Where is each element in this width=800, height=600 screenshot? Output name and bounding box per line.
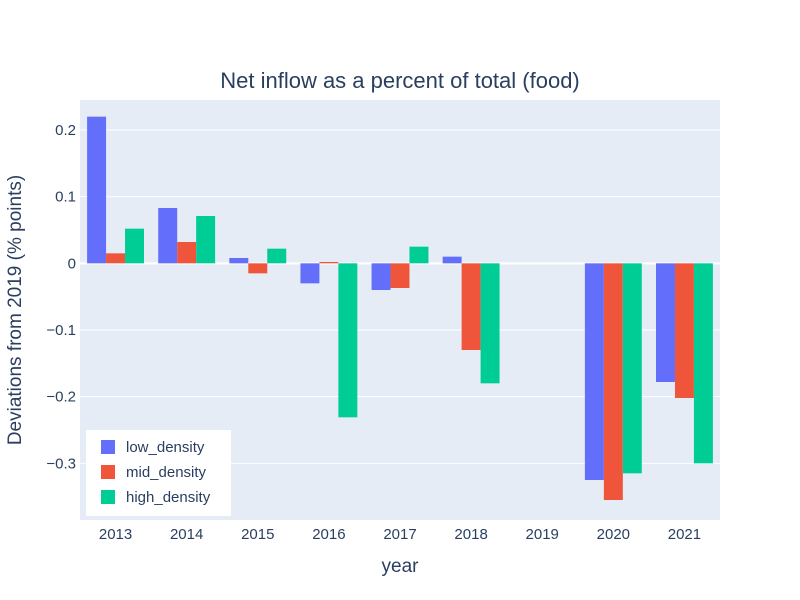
- bar-high_density-2017: [409, 246, 429, 264]
- bar-high_density-2018: [480, 263, 500, 384]
- bar-low_density-2020: [584, 263, 604, 480]
- bar-mid_density-2017: [390, 263, 410, 288]
- x-tick-label: 2015: [241, 526, 274, 543]
- x-tick-label: 2019: [526, 526, 559, 543]
- y-tick-label: 0.2: [55, 122, 76, 139]
- bar-low_density-2014: [158, 208, 178, 264]
- bar-low_density-2013: [87, 116, 107, 264]
- bars: [87, 116, 713, 500]
- y-tick-label: −0.1: [46, 322, 76, 339]
- bar-mid_density-2018: [461, 263, 481, 350]
- x-tick-label: 2021: [668, 526, 701, 543]
- x-axis-title: year: [382, 556, 420, 577]
- bar-low_density-2015: [229, 258, 249, 264]
- y-tick-label: 0: [68, 255, 76, 272]
- legend-label-low_density: low_density: [126, 439, 205, 456]
- y-tick-label: −0.3: [46, 455, 76, 472]
- legend-swatch-mid_density: [101, 465, 115, 479]
- x-tick-label: 2017: [383, 526, 416, 543]
- x-tick-label: 2018: [454, 526, 487, 543]
- chart-title: Net inflow as a percent of total (food): [220, 68, 580, 93]
- bar-mid_density-2016: [319, 262, 339, 264]
- bar-high_density-2021: [693, 263, 713, 464]
- bar-low_density-2016: [300, 263, 320, 284]
- bar-high_density-2013: [125, 228, 144, 264]
- bar-mid_density-2015: [248, 263, 268, 274]
- bar-mid_density-2020: [603, 263, 623, 500]
- bar-high_density-2014: [196, 216, 216, 264]
- x-tick-label: 2013: [99, 526, 132, 543]
- x-tick-label: 2020: [597, 526, 630, 543]
- bar-mid_density-2021: [674, 263, 694, 398]
- legend-swatch-high_density: [101, 490, 115, 504]
- bar-high_density-2016: [338, 263, 358, 418]
- bar-high_density-2020: [622, 263, 642, 474]
- y-tick-label: 0.1: [55, 189, 76, 206]
- y-tick-labels: 0.2 0.1 0 −0.1 −0.2 −0.3: [46, 122, 76, 472]
- bar-mid_density-2014: [177, 242, 197, 264]
- legend-label-mid_density: mid_density: [126, 464, 207, 481]
- x-tick-label: 2014: [170, 526, 203, 543]
- x-tick-labels: 2013 2014 2015 2016 2017 2018 2019 2020 2021: [99, 526, 701, 543]
- legend-swatch-low_density: [101, 440, 115, 454]
- bar-low_density-2021: [656, 263, 675, 382]
- bar-low_density-2018: [442, 256, 462, 264]
- legend-label-high_density: high_density: [126, 489, 211, 506]
- bar-mid_density-2013: [106, 253, 126, 264]
- bar-low_density-2017: [371, 263, 391, 290]
- legend: low_density mid_density high_density: [86, 430, 231, 516]
- y-axis-title: Deviations from 2019 (% points): [5, 175, 26, 445]
- y-tick-label: −0.2: [46, 389, 76, 406]
- x-tick-label: 2016: [312, 526, 345, 543]
- bar-high_density-2015: [267, 248, 287, 264]
